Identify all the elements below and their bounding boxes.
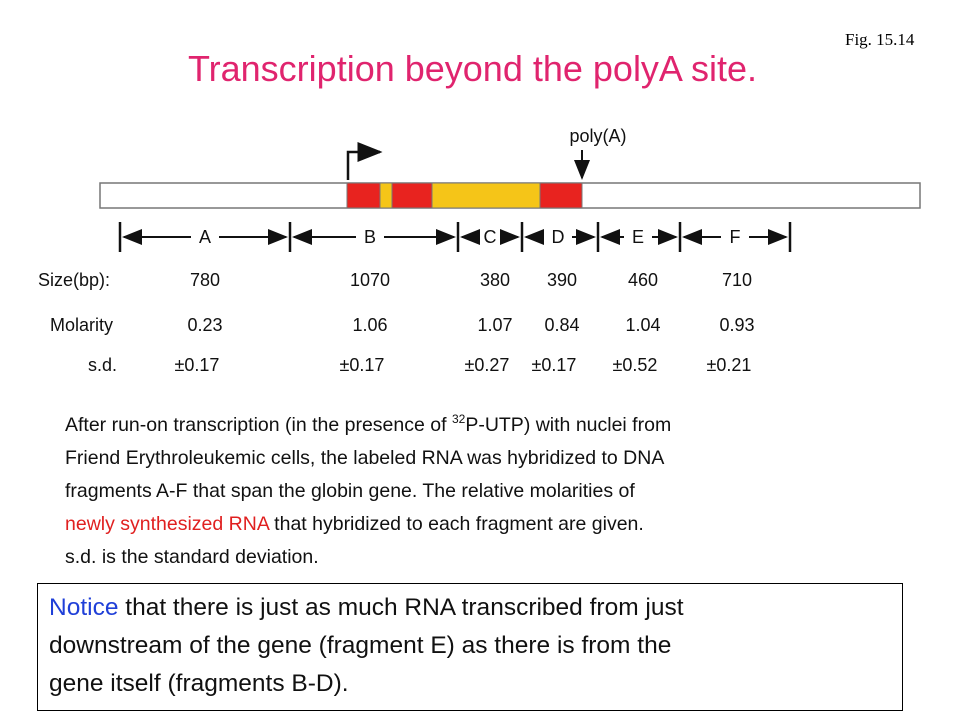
fragment-label: C bbox=[484, 227, 497, 247]
text: that hybridized to each fragment are giv… bbox=[268, 513, 644, 535]
promoter-arrow bbox=[346, 142, 383, 180]
note-line: downstream of the gene (fragment E) as t… bbox=[49, 632, 672, 659]
gene-diagram: poly(A) A 780 0.23 ±0.17 B 1070 1.06 ±0.17 C 380 1… bbox=[38, 126, 921, 375]
paragraph-line: fragments A-F that span the globin gene.… bbox=[65, 480, 635, 502]
sd-value: ±0.17 bbox=[340, 355, 385, 375]
molarity-value: 1.06 bbox=[352, 315, 387, 335]
sd-value: ±0.17 bbox=[532, 355, 577, 375]
note-line: Notice that there is just as much RNA tr… bbox=[49, 594, 684, 622]
fragment-label: D bbox=[552, 227, 565, 247]
fragment-label: F bbox=[730, 227, 741, 247]
highlight-text: newly synthesized RNA bbox=[65, 513, 269, 535]
text: After run-on transcription (in the prese… bbox=[65, 414, 452, 436]
polya-label: poly(A) bbox=[569, 126, 626, 146]
paragraph-line: newly synthesized RNA that hybridized to… bbox=[65, 513, 644, 536]
fragment-label: A bbox=[199, 227, 211, 247]
paragraph-line: After run-on transcription (in the prese… bbox=[65, 412, 672, 437]
paragraph-line: s.d. is the standard deviation. bbox=[65, 546, 319, 568]
highlight-text: Notice bbox=[49, 594, 119, 621]
text: that there is just as much RNA transcrib… bbox=[118, 594, 684, 621]
molarity-value: 1.04 bbox=[625, 315, 660, 335]
size-value: 380 bbox=[480, 270, 510, 290]
size-value: 780 bbox=[190, 270, 220, 290]
sd-value: ±0.21 bbox=[707, 355, 752, 375]
exon bbox=[539, 182, 583, 209]
superscript: 32 bbox=[451, 412, 466, 426]
exon bbox=[391, 182, 433, 209]
row-label: Molarity bbox=[50, 315, 113, 335]
text: P-UTP) with nuclei from bbox=[465, 414, 672, 436]
note-line: gene itself (fragments B-D). bbox=[49, 670, 349, 697]
sd-value: ±0.52 bbox=[613, 355, 658, 375]
fragment-label: B bbox=[364, 227, 376, 247]
note-box bbox=[37, 583, 903, 711]
molarity-value: 1.07 bbox=[477, 315, 512, 335]
molarity-value: 0.93 bbox=[719, 315, 754, 335]
figure-label: Fig. 15.14 bbox=[845, 30, 915, 49]
sd-value: ±0.27 bbox=[465, 355, 510, 375]
molarity-value: 0.23 bbox=[187, 315, 222, 335]
sd-value: ±0.17 bbox=[175, 355, 220, 375]
molarity-value: 0.84 bbox=[544, 315, 579, 335]
paragraph-line: Friend Erythroleukemic cells, the labele… bbox=[65, 447, 665, 469]
size-value: 1070 bbox=[350, 270, 390, 290]
row-label: s.d. bbox=[88, 355, 117, 375]
size-value: 710 bbox=[722, 270, 752, 290]
exon bbox=[346, 182, 381, 209]
slide-title: Transcription beyond the polyA site. bbox=[188, 48, 757, 89]
fragment-label: E bbox=[632, 227, 644, 247]
size-value: 390 bbox=[547, 270, 577, 290]
row-label: Size(bp): bbox=[38, 270, 110, 290]
size-value: 460 bbox=[628, 270, 658, 290]
